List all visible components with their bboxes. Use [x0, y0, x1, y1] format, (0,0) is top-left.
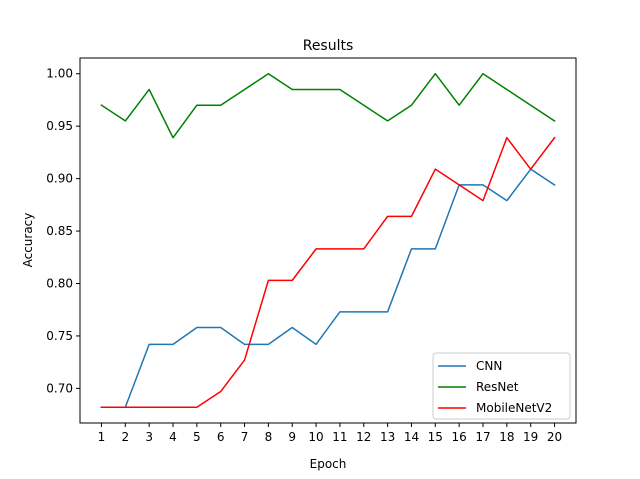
y-axis-ticks: 0.70 0.75 0.80 0.85 0.90 0.95 1.00: [46, 67, 80, 395]
x-tick-label: 18: [499, 430, 514, 444]
x-tick-label: 4: [169, 430, 177, 444]
series-line-cnn: [100, 168, 556, 409]
legend-box: [432, 352, 571, 420]
x-tick-label: 9: [288, 430, 296, 444]
legend-label-resnet: ResNet: [476, 380, 519, 394]
x-tick-label: 10: [308, 430, 323, 444]
y-tick-label: 0.90: [46, 172, 73, 186]
x-axis-label: Epoch: [310, 457, 347, 471]
x-tick-label: 11: [332, 430, 347, 444]
y-tick-label: 0.80: [46, 277, 73, 291]
x-tick-label: 12: [356, 430, 371, 444]
x-tick-label: 15: [428, 430, 443, 444]
x-tick-label: 16: [452, 430, 467, 444]
series-line-mobilenetv2: [100, 136, 556, 409]
legend-label-mobilenetv2: MobileNetV2: [476, 401, 552, 415]
series-layer: [100, 72, 556, 409]
x-tick-label: 14: [404, 430, 419, 444]
x-tick-label: 1: [98, 430, 106, 444]
x-tick-label: 6: [217, 430, 225, 444]
x-tick-label: 13: [380, 430, 395, 444]
y-tick-label: 0.70: [46, 381, 73, 395]
chart-title: Results: [303, 38, 354, 54]
x-tick-label: 5: [193, 430, 201, 444]
x-tick-label: 7: [241, 430, 249, 444]
x-tick-label: 19: [523, 430, 538, 444]
x-tick-label: 8: [265, 430, 273, 444]
x-axis-ticks: 1 2 3 4 5 6 7 8 9 10 11 12 13 14 15 16 17 18 19 20: [98, 423, 562, 444]
x-tick-label: 17: [475, 430, 490, 444]
y-tick-label: 1.00: [46, 67, 73, 81]
legend: CNN ResNet MobileNetV2: [432, 352, 571, 420]
x-tick-label: 3: [145, 430, 153, 444]
y-tick-label: 0.75: [46, 329, 73, 343]
series-line-resnet: [100, 72, 556, 139]
x-tick-label: 20: [547, 430, 562, 444]
plot-frame: [79, 57, 577, 424]
x-tick-label: 2: [121, 430, 129, 444]
y-tick-label: 0.85: [46, 224, 73, 238]
y-tick-label: 0.95: [46, 119, 73, 133]
legend-label-cnn: CNN: [476, 359, 502, 373]
y-axis-label: Accuracy: [21, 213, 35, 268]
